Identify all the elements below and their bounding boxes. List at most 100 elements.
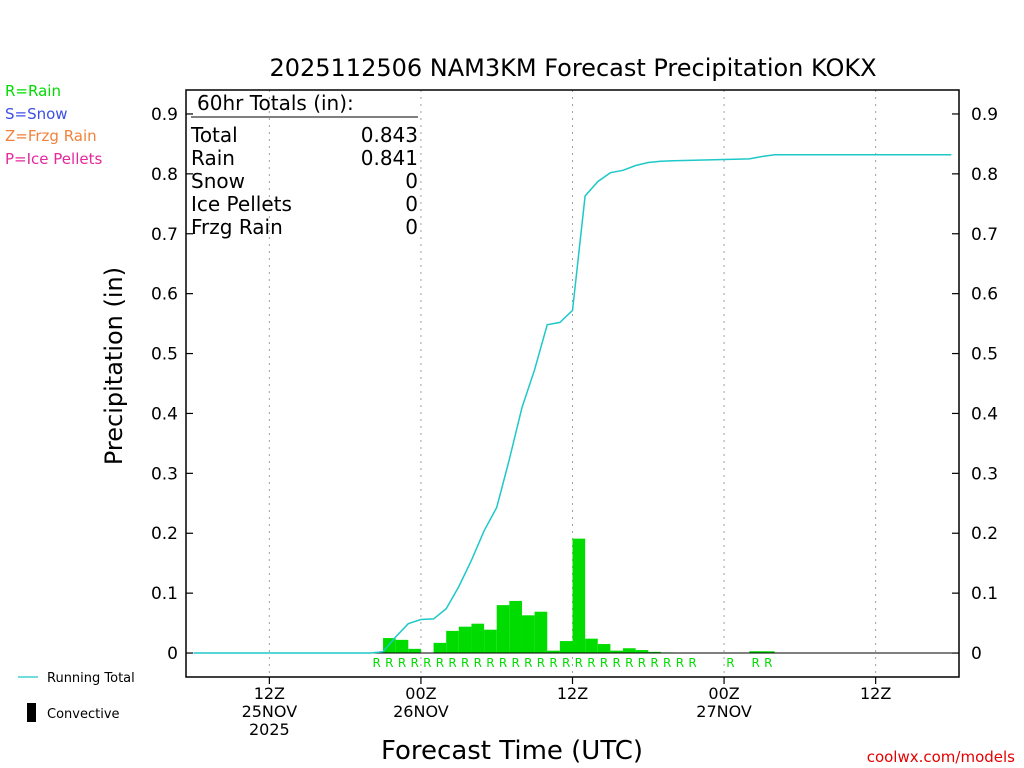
ptype-marker-1: R: [385, 656, 393, 670]
bar-17: [610, 650, 624, 654]
y-tick-label-right-9: 0.9: [971, 105, 998, 125]
bar-7: [484, 629, 497, 654]
y-tick-label-left-5: 0.5: [151, 345, 178, 365]
x-tick-label-3-0: 00Z: [708, 684, 739, 703]
bar-8: [496, 605, 510, 654]
y-tick-label-left-6: 0.6: [151, 285, 178, 305]
y-tick-label-right-4: 0.4: [971, 404, 998, 424]
legend-rain: R=Rain: [5, 82, 61, 100]
bar-16: [597, 644, 611, 654]
legend-ice-pellets: P=Ice Pellets: [5, 150, 102, 168]
ptype-marker-4: R: [423, 656, 431, 670]
y-tick-label-left-1: 0.1: [151, 584, 178, 604]
bar-15: [585, 638, 598, 654]
ptype-marker-17: R: [587, 656, 595, 670]
x-axis-label: Forecast Time (UTC): [381, 736, 643, 766]
bar-14: [572, 538, 586, 654]
ptype-marker-24: R: [676, 656, 684, 670]
ptype-marker-5: R: [436, 656, 444, 670]
ptype-marker-0: R: [373, 656, 381, 670]
x-tick-label-0-1: 25NOV: [242, 702, 298, 721]
ptype-marker-7: R: [461, 656, 469, 670]
x-tick-label-3-1: 27NOV: [696, 702, 752, 721]
totals-value-snow: 0: [405, 169, 418, 193]
ptype-marker-18: R: [600, 656, 608, 670]
ptype-marker-3: R: [410, 656, 418, 670]
bar-3: [433, 642, 447, 654]
series-legend: Running Total Convective: [18, 671, 135, 722]
totals-label-snow: Snow: [191, 169, 245, 193]
ptype-marker-22: R: [650, 656, 658, 670]
bar-2: [408, 648, 421, 654]
chart-title: 2025112506 NAM3KM Forecast Precipitation…: [269, 54, 876, 82]
source-credit: coolwx.com/models: [867, 748, 1015, 766]
convective-legend-swatch: [27, 703, 36, 722]
ptype-marker-20: R: [625, 656, 633, 670]
bar-11: [534, 611, 548, 654]
x-tick-label-4-0: 12Z: [860, 684, 891, 703]
ptype-marker-19: R: [613, 656, 621, 670]
ptype-marker-21: R: [638, 656, 646, 670]
ptype-marker-8: R: [474, 656, 482, 670]
ptype-marker-28: R: [764, 656, 772, 670]
ptype-marker-26: R: [726, 656, 734, 670]
bar-20: [648, 651, 661, 654]
y-tick-label-right-6: 0.6: [971, 285, 998, 305]
convective-legend-label: Convective: [47, 707, 120, 722]
type-legend: R=Rain S=Snow Z=Frzg Rain P=Ice Pellets: [5, 82, 102, 168]
x-tick-label-2-0: 12Z: [557, 684, 588, 703]
y-tick-label-right-0: 0: [971, 644, 982, 664]
x-tick-label-1-0: 00Z: [405, 684, 436, 703]
totals-value-rain: 0.841: [361, 146, 418, 170]
y-tick-label-right-3: 0.3: [971, 464, 998, 484]
ptype-marker-9: R: [486, 656, 494, 670]
bar-0: [383, 638, 396, 654]
ptype-marker-12: R: [524, 656, 532, 670]
bar-6: [471, 623, 485, 654]
y-tick-label-right-2: 0.2: [971, 524, 998, 544]
bar-10: [521, 615, 535, 654]
y-tick-label-right-8: 0.8: [971, 165, 998, 185]
bar-13: [559, 641, 573, 654]
y-tick-label-right-5: 0.5: [971, 345, 998, 365]
x-tick-label-0-2: 2025: [249, 720, 290, 739]
y-tick-label-left-3: 0.3: [151, 464, 178, 484]
y-tick-label-right-1: 0.1: [971, 584, 998, 604]
bar-5: [458, 626, 472, 654]
running-total-line-group: [193, 153, 952, 654]
x-tick-label-1-1: 26NOV: [393, 702, 449, 721]
ptype-marker-25: R: [688, 656, 696, 670]
ptype-marker-15: R: [562, 656, 570, 670]
totals-value-total: 0.843: [361, 123, 418, 147]
bar-1: [395, 639, 409, 654]
y-tick-label-right-7: 0.7: [971, 225, 998, 245]
totals-value-frzg-rain: 0: [405, 215, 418, 239]
y-axis-ticks: 0 00.1 0.10.2 0.20.3 0.30.4 0.40.5 0.50.6 0.60.…: [151, 105, 998, 664]
ptype-marker-14: R: [549, 656, 557, 670]
bar-4: [446, 630, 459, 654]
y-tick-label-left-2: 0.2: [151, 524, 178, 544]
totals-label-ice-pellets: Ice Pellets: [191, 192, 292, 216]
legend-snow: S=Snow: [5, 105, 68, 123]
ptype-marker-11: R: [511, 656, 519, 670]
bar-22: [749, 651, 762, 654]
bar-12: [547, 650, 560, 654]
y-axis-label: Precipitation (in): [100, 267, 128, 465]
totals-label-total: Total: [190, 123, 238, 147]
y-tick-label-left-0: 0: [167, 644, 178, 664]
bar-19: [635, 650, 649, 654]
precip-bars: [383, 538, 775, 654]
ptype-marker-23: R: [663, 656, 671, 670]
ptype-marker-6: R: [448, 656, 456, 670]
ptype-marker-13: R: [537, 656, 545, 670]
ptype-marker-27: R: [751, 656, 759, 670]
ptype-marker-16: R: [575, 656, 583, 670]
bar-23: [761, 651, 775, 654]
legend-frzg-rain: Z=Frzg Rain: [5, 127, 97, 145]
ptype-marker-2: R: [398, 656, 406, 670]
y-tick-label-left-9: 0.9: [151, 105, 178, 125]
running-total-legend-label: Running Total: [47, 671, 135, 686]
x-tick-label-0-0: 12Z: [254, 684, 285, 703]
